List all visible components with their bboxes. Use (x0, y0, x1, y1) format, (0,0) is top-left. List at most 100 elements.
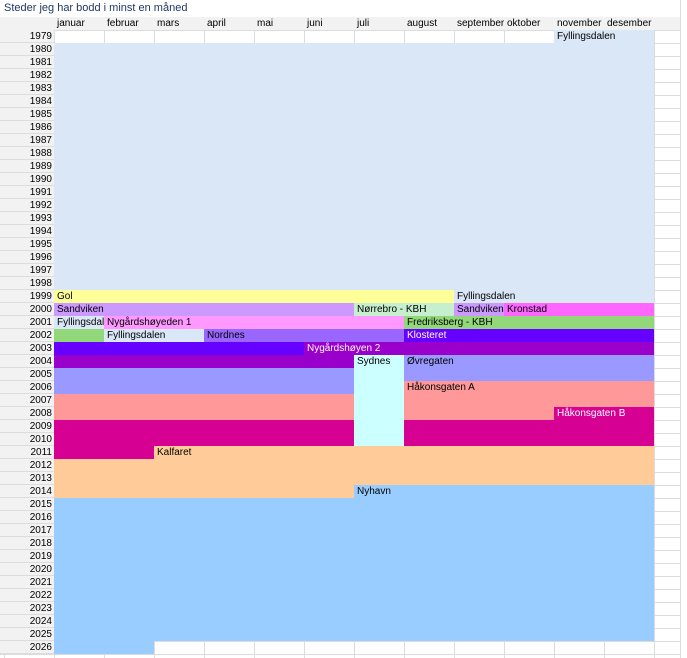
residence-cell[interactable] (454, 303, 504, 316)
year-label: 1988 (0, 147, 54, 160)
residence-cell[interactable] (54, 238, 654, 251)
month-header-mars[interactable]: mars (157, 18, 180, 29)
residence-cell[interactable] (354, 433, 404, 446)
year-label: 2010 (0, 433, 54, 446)
residence-cell[interactable] (554, 30, 654, 43)
residence-cell[interactable] (204, 329, 404, 342)
residence-cell[interactable] (54, 485, 354, 498)
residence-cell[interactable] (54, 186, 654, 199)
residence-cell[interactable] (54, 381, 354, 394)
sheet-title[interactable]: Steder jeg har bodd i minst en måned (4, 2, 188, 14)
year-label: 2000 (0, 303, 54, 316)
residence-cell[interactable] (54, 602, 654, 615)
month-header-februar[interactable]: februar (107, 18, 139, 29)
residence-cell[interactable] (54, 264, 654, 277)
scrollbar-edge[interactable] (680, 0, 687, 658)
month-header-januar[interactable]: januar (57, 18, 85, 29)
year-label: 1996 (0, 251, 54, 264)
residence-cell[interactable] (54, 524, 654, 537)
residence-cell[interactable] (54, 147, 654, 160)
residence-cell[interactable] (54, 615, 654, 628)
residence-cell[interactable] (454, 290, 654, 303)
residence-cell[interactable] (554, 407, 654, 420)
year-label: 1984 (0, 95, 54, 108)
year-label: 1999 (0, 290, 54, 303)
residence-cell[interactable] (104, 329, 204, 342)
residence-cell[interactable] (54, 433, 354, 446)
residence-cell[interactable] (54, 407, 354, 420)
residence-cell[interactable] (404, 355, 654, 368)
residence-cell[interactable] (54, 446, 154, 459)
residence-cell[interactable] (54, 69, 654, 82)
residence-cell[interactable] (54, 199, 654, 212)
month-header-oktober[interactable]: oktober (507, 18, 541, 29)
residence-cell[interactable] (54, 511, 654, 524)
year-label: 2016 (0, 511, 54, 524)
month-header-juli[interactable]: juli (357, 18, 370, 29)
residence-cell[interactable] (54, 134, 654, 147)
residence-cell[interactable] (54, 329, 104, 342)
month-header-august[interactable]: august (407, 18, 438, 29)
month-header-desember[interactable]: desember (607, 18, 652, 29)
year-label: 1986 (0, 121, 54, 134)
residence-cell[interactable] (354, 407, 404, 420)
residence-cell[interactable] (54, 589, 654, 602)
month-header-september[interactable]: september (457, 18, 505, 29)
residence-cell[interactable] (404, 394, 654, 407)
residence-cell[interactable] (54, 43, 654, 56)
residence-label: Klosteret (407, 330, 447, 341)
residence-cell[interactable] (354, 420, 404, 433)
residence-cell[interactable] (54, 290, 454, 303)
residence-cell[interactable] (54, 121, 654, 134)
residence-cell[interactable] (54, 628, 654, 641)
residence-cell[interactable] (54, 472, 654, 485)
residence-cell[interactable] (54, 563, 654, 576)
residence-cell[interactable] (404, 368, 654, 381)
residence-cell[interactable] (54, 641, 154, 654)
residence-cell[interactable] (404, 433, 654, 446)
residence-cell[interactable] (354, 485, 654, 498)
residence-cell[interactable] (154, 446, 654, 459)
residence-cell[interactable] (54, 95, 654, 108)
residence-cell[interactable] (54, 498, 654, 511)
residence-cell[interactable] (354, 394, 404, 407)
year-label: 2024 (0, 615, 54, 628)
residence-cell[interactable] (404, 316, 654, 329)
residence-cell[interactable] (54, 160, 654, 173)
residence-cell[interactable] (304, 342, 654, 355)
residence-cell[interactable] (54, 394, 354, 407)
residence-cell[interactable] (354, 368, 404, 381)
residence-cell[interactable] (54, 173, 654, 186)
residence-label: Fyllingsdalen (107, 330, 166, 341)
residence-cell[interactable] (404, 420, 654, 433)
residence-cell[interactable] (104, 316, 404, 329)
residence-cell[interactable] (404, 329, 654, 342)
month-header-april[interactable]: april (207, 18, 226, 29)
residence-cell[interactable] (354, 355, 404, 368)
residence-cell[interactable] (54, 459, 654, 472)
residence-cell[interactable] (54, 303, 354, 316)
residence-cell[interactable] (54, 82, 654, 95)
residence-cell[interactable] (404, 407, 554, 420)
residence-cell[interactable] (54, 342, 304, 355)
residence-cell[interactable] (54, 56, 654, 69)
residence-cell[interactable] (54, 225, 654, 238)
residence-cell[interactable] (54, 212, 654, 225)
residence-cell[interactable] (54, 537, 654, 550)
residence-cell[interactable] (54, 368, 354, 381)
residence-cell[interactable] (54, 550, 654, 563)
residence-cell[interactable] (404, 381, 654, 394)
residence-cell[interactable] (54, 316, 104, 329)
residence-cell[interactable] (54, 108, 654, 121)
residence-cell[interactable] (354, 381, 404, 394)
month-header-november[interactable]: november (557, 18, 602, 29)
residence-cell[interactable] (54, 576, 654, 589)
residence-cell[interactable] (354, 303, 454, 316)
month-header-juni[interactable]: juni (307, 18, 323, 29)
month-header-mai[interactable]: mai (257, 18, 274, 29)
residence-cell[interactable] (54, 277, 654, 290)
residence-cell[interactable] (54, 420, 354, 433)
residence-cell[interactable] (54, 251, 654, 264)
residence-cell[interactable] (504, 303, 654, 316)
residence-cell[interactable] (54, 355, 354, 368)
